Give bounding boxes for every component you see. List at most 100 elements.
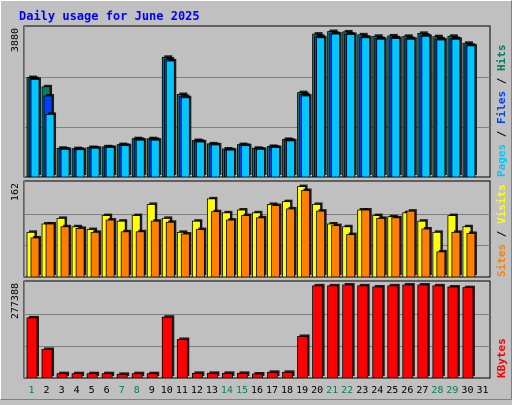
bar-kbytes (402, 284, 414, 379)
legend-entry: / (495, 71, 508, 91)
chart-title: Daily usage for June 2025 (19, 9, 200, 23)
x-tick-label: 3 (59, 385, 65, 396)
x-tick-label: 31 (476, 385, 488, 396)
bar-kbytes (222, 372, 233, 379)
y-max-label: 3880 (10, 28, 21, 52)
panel-visits-sites: 162 Sites / Visits (10, 180, 508, 278)
bar-kbytes (312, 285, 324, 379)
bar-kbytes (297, 336, 308, 379)
bar-sites (271, 205, 280, 278)
bar-kbytes (372, 286, 384, 379)
bar-kbytes (252, 373, 263, 379)
bar-sites (451, 231, 461, 278)
bar-sites (466, 233, 476, 278)
x-tick-label: 24 (371, 385, 383, 396)
x-tick-label: 25 (386, 385, 398, 396)
bar-pages (271, 147, 280, 178)
bar-kbytes (282, 371, 293, 379)
bar-sites (120, 231, 130, 278)
bar-sites (241, 215, 250, 278)
bar-pages (120, 145, 130, 178)
x-tick-label: 8 (134, 385, 140, 396)
panel-hits-files-pages: 3880 Pages / Files / Hits (10, 25, 508, 178)
bar-sites (150, 220, 160, 278)
bar-pages (256, 148, 265, 178)
bar-kbytes (146, 373, 158, 379)
bar-pages (286, 140, 295, 178)
x-tick-label: 28 (431, 385, 443, 396)
legend-entry: / (495, 224, 508, 244)
bar-kbytes (56, 373, 68, 379)
x-tick-label: 27 (416, 385, 428, 396)
bar-kbytes (432, 285, 444, 379)
bar-pages (391, 38, 401, 178)
bar-kbytes (237, 372, 248, 379)
x-tick-label: 5 (89, 385, 95, 396)
bar-pages (451, 38, 461, 178)
x-tick-label: 1 (29, 385, 35, 396)
bar-kbytes (206, 372, 218, 379)
bar-pages (376, 38, 386, 178)
bar-pages (45, 113, 55, 178)
x-tick-label: 30 (461, 385, 473, 396)
legend-kbytes: KBytes (495, 338, 508, 378)
x-tick-label: 20 (311, 385, 323, 396)
bar-pages (90, 147, 100, 178)
x-tick-label: 23 (356, 385, 368, 396)
y-max-label: 162 (10, 183, 21, 201)
bar-pages (210, 144, 220, 178)
bar-sites (105, 219, 115, 278)
x-tick-label: 11 (176, 385, 188, 396)
y-max-label: 277388 (10, 283, 21, 319)
x-axis-labels: 1 2 3 4 5 6 7 8 9 10 11 12 13 14 15 16 17 18 19 20 21 22 23 24 2… (29, 385, 489, 396)
bar-pages (301, 95, 310, 178)
legend-entry: Files (495, 91, 508, 124)
x-tick-label: 14 (221, 385, 233, 396)
bar-sites (421, 228, 431, 278)
bar-kbytes (387, 285, 399, 379)
bar-pages (241, 145, 250, 178)
x-tick-label: 2 (44, 385, 50, 396)
bar-sites (90, 231, 100, 278)
bar-kbytes (131, 373, 143, 379)
bar-pages (226, 149, 235, 178)
bar-kbytes (41, 349, 53, 379)
bar-sites (180, 233, 190, 278)
bar-kbytes (26, 317, 38, 379)
bar-sites (346, 234, 356, 278)
legend-hits-files-pages: Pages / Files / Hits (495, 45, 508, 178)
bar-sites (436, 251, 446, 278)
bar-pages (75, 149, 85, 178)
legend-entry: Hits (495, 45, 508, 72)
bar-pages (180, 97, 190, 178)
bar-sites (45, 223, 55, 278)
bar-pages (346, 34, 356, 178)
bar-sites (75, 228, 85, 278)
bar-kbytes (86, 373, 98, 379)
bar-kbytes (71, 373, 83, 379)
bar-kbytes (191, 372, 203, 379)
x-tick-label: 7 (119, 385, 125, 396)
bar-sites (391, 217, 401, 278)
x-tick-label: 13 (206, 385, 218, 396)
x-tick-label: 12 (191, 385, 203, 396)
bar-kbytes (417, 284, 429, 379)
bar-sites (256, 217, 265, 278)
legend-entry: Visits (495, 184, 508, 224)
bar-pages (331, 33, 341, 178)
bar-kbytes (161, 316, 173, 379)
bar-pages (105, 147, 115, 178)
x-tick-label: 22 (341, 385, 353, 396)
chart-panels: 3880 Pages / Files / Hits 162 Sites / Visit… (10, 25, 508, 379)
bar-kbytes (342, 284, 354, 379)
x-tick-label: 4 (74, 385, 80, 396)
bar-sites (195, 229, 205, 278)
bar-sites (376, 217, 386, 278)
bar-pages (165, 60, 175, 178)
bar-pages (195, 141, 205, 178)
bar-pages (316, 37, 326, 178)
legend-entry: KBytes (495, 338, 508, 378)
bar-sites (316, 210, 326, 278)
